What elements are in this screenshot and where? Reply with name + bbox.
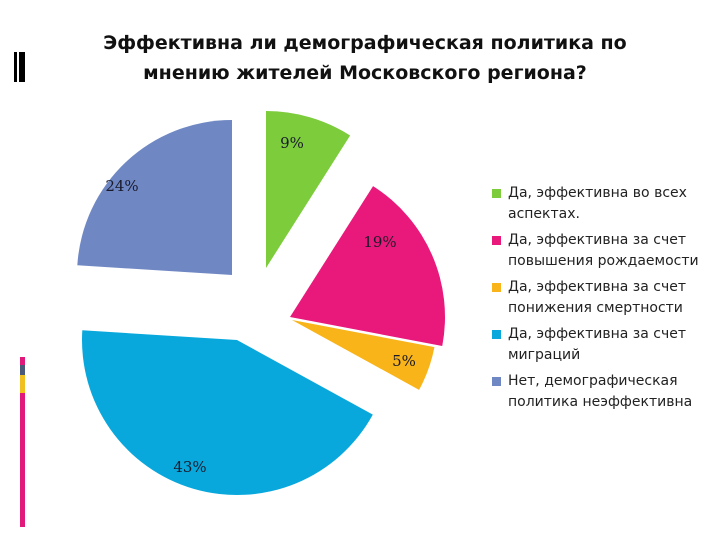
pie-slice: [266, 111, 351, 268]
legend-label: Да, эффективна за счет миграций: [508, 326, 687, 363]
decorative-side-bar-segment: [20, 393, 25, 527]
decorative-side-bar-segment: [20, 365, 25, 375]
chart-title-line-1: Эффективна ли демографическая политика п…: [103, 32, 627, 54]
legend-swatch: [492, 189, 501, 198]
decorative-side-bar: [20, 357, 25, 527]
legend-item: Да, эффективна за счет понижения смертно…: [492, 277, 720, 319]
slice-percent-label: 19%: [363, 233, 396, 251]
legend-swatch: [492, 377, 501, 386]
slice-percent-label: 24%: [105, 177, 138, 195]
chart-title: Эффективна ли демографическая политика п…: [100, 28, 630, 88]
slice-percent-label: 9%: [280, 134, 304, 152]
legend-swatch: [492, 236, 501, 245]
legend-item: Да, эффективна во всех аспектах.: [492, 183, 720, 225]
legend-label: Да, эффективна во всех аспектах.: [508, 185, 687, 222]
legend-label: Да, эффективна за счет понижения смертно…: [508, 279, 687, 316]
legend-item: Да, эффективна за счет повышения рождаем…: [492, 230, 720, 272]
pie-slice: [77, 120, 233, 275]
legend-item: Да, эффективна за счет миграций: [492, 324, 720, 366]
pie-slice: [292, 320, 435, 390]
legend-item: Нет, демографическая политика неэффектив…: [492, 371, 720, 413]
slice-percent-label: 5%: [392, 352, 416, 370]
legend-swatch: [492, 330, 501, 339]
decorative-side-bar-segment: [20, 375, 25, 393]
legend-swatch: [492, 283, 501, 292]
decorative-top-bar: [17, 52, 25, 82]
decorative-side-bar-segment: [20, 357, 25, 365]
slice-percent-label: 43%: [173, 458, 206, 476]
chart-title-line-2: мнению жителей Московского региона?: [143, 62, 587, 84]
legend-label: Нет, демографическая политика неэффектив…: [508, 373, 693, 410]
legend-label: Да, эффективна за счет повышения рождаем…: [508, 232, 699, 269]
pie-slice: [290, 186, 445, 347]
chart-legend: Да, эффективна во всех аспектах. Да, эффе…: [492, 183, 720, 418]
pie-slice: [81, 330, 373, 496]
